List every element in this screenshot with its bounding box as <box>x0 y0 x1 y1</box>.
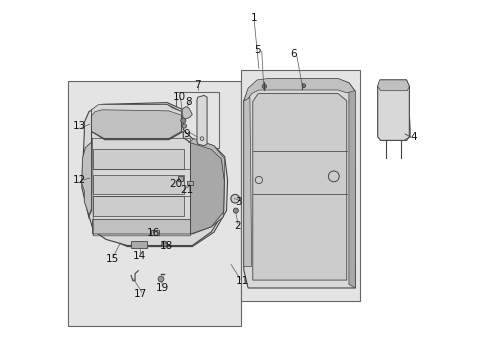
Text: 19: 19 <box>156 283 169 293</box>
Text: 12: 12 <box>73 175 86 185</box>
Polygon shape <box>244 78 354 101</box>
Polygon shape <box>91 104 181 116</box>
Text: 15: 15 <box>105 254 119 264</box>
Text: 7: 7 <box>194 80 201 90</box>
Text: 1: 1 <box>250 13 257 23</box>
Polygon shape <box>92 196 183 216</box>
Text: 11: 11 <box>236 276 249 286</box>
Bar <box>176 92 219 148</box>
Polygon shape <box>151 230 159 235</box>
Polygon shape <box>190 142 224 234</box>
Polygon shape <box>92 175 183 194</box>
Polygon shape <box>244 97 251 266</box>
Polygon shape <box>81 103 227 247</box>
Polygon shape <box>131 241 146 248</box>
Polygon shape <box>92 202 223 234</box>
Polygon shape <box>178 176 183 181</box>
Circle shape <box>181 118 185 123</box>
Polygon shape <box>92 149 183 169</box>
Circle shape <box>158 276 163 282</box>
Polygon shape <box>252 94 346 280</box>
Polygon shape <box>377 80 408 91</box>
Text: 6: 6 <box>289 49 296 59</box>
Text: 17: 17 <box>134 289 147 300</box>
Polygon shape <box>197 95 206 146</box>
Polygon shape <box>91 104 181 139</box>
Polygon shape <box>188 139 224 181</box>
Text: 21: 21 <box>180 185 193 195</box>
Bar <box>68 81 241 326</box>
Text: 3: 3 <box>234 197 241 207</box>
Polygon shape <box>186 181 193 185</box>
Text: 2: 2 <box>234 221 241 231</box>
Polygon shape <box>244 79 355 288</box>
Text: 20: 20 <box>169 179 183 189</box>
Circle shape <box>162 241 167 247</box>
Polygon shape <box>348 90 355 288</box>
Polygon shape <box>81 142 91 215</box>
Text: 8: 8 <box>185 96 192 107</box>
Circle shape <box>302 84 305 87</box>
Text: 16: 16 <box>147 228 160 238</box>
Bar <box>241 70 359 301</box>
Text: 5: 5 <box>253 45 260 55</box>
Circle shape <box>233 208 238 213</box>
Text: 4: 4 <box>409 132 416 142</box>
Polygon shape <box>377 80 408 140</box>
Circle shape <box>182 124 186 128</box>
Polygon shape <box>181 107 192 119</box>
Text: 9: 9 <box>183 129 190 139</box>
Text: 10: 10 <box>172 92 185 102</box>
Circle shape <box>262 84 266 89</box>
Polygon shape <box>89 131 224 246</box>
Circle shape <box>230 194 239 203</box>
Text: 18: 18 <box>159 240 172 251</box>
Text: 13: 13 <box>73 121 86 131</box>
Text: 14: 14 <box>132 251 146 261</box>
